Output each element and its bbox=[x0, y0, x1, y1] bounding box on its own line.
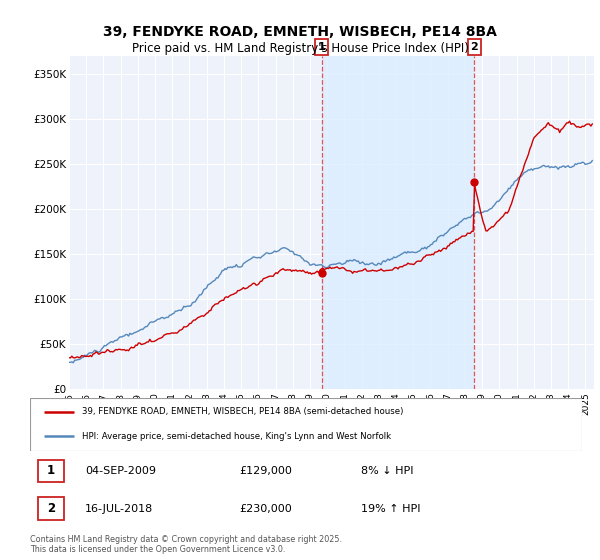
Text: 39, FENDYKE ROAD, EMNETH, WISBECH, PE14 8BA (semi-detached house): 39, FENDYKE ROAD, EMNETH, WISBECH, PE14 … bbox=[82, 408, 404, 417]
Bar bbox=[322, 56, 474, 389]
Text: 16-JUL-2018: 16-JUL-2018 bbox=[85, 504, 154, 514]
Text: HPI: Average price, semi-detached house, King's Lynn and West Norfolk: HPI: Average price, semi-detached house,… bbox=[82, 432, 392, 441]
FancyBboxPatch shape bbox=[38, 497, 64, 520]
FancyBboxPatch shape bbox=[30, 398, 582, 451]
FancyBboxPatch shape bbox=[38, 460, 64, 482]
Text: Price paid vs. HM Land Registry's House Price Index (HPI): Price paid vs. HM Land Registry's House … bbox=[131, 42, 469, 55]
Text: 1: 1 bbox=[317, 42, 325, 52]
Text: 19% ↑ HPI: 19% ↑ HPI bbox=[361, 504, 421, 514]
Text: 8% ↓ HPI: 8% ↓ HPI bbox=[361, 466, 414, 476]
Text: 2: 2 bbox=[470, 42, 478, 52]
Text: 39, FENDYKE ROAD, EMNETH, WISBECH, PE14 8BA: 39, FENDYKE ROAD, EMNETH, WISBECH, PE14 … bbox=[103, 25, 497, 39]
Text: £129,000: £129,000 bbox=[240, 466, 293, 476]
Text: 1: 1 bbox=[47, 464, 55, 478]
Text: Contains HM Land Registry data © Crown copyright and database right 2025.
This d: Contains HM Land Registry data © Crown c… bbox=[30, 535, 342, 554]
Text: 04-SEP-2009: 04-SEP-2009 bbox=[85, 466, 156, 476]
Text: £230,000: £230,000 bbox=[240, 504, 293, 514]
Text: 2: 2 bbox=[47, 502, 55, 515]
